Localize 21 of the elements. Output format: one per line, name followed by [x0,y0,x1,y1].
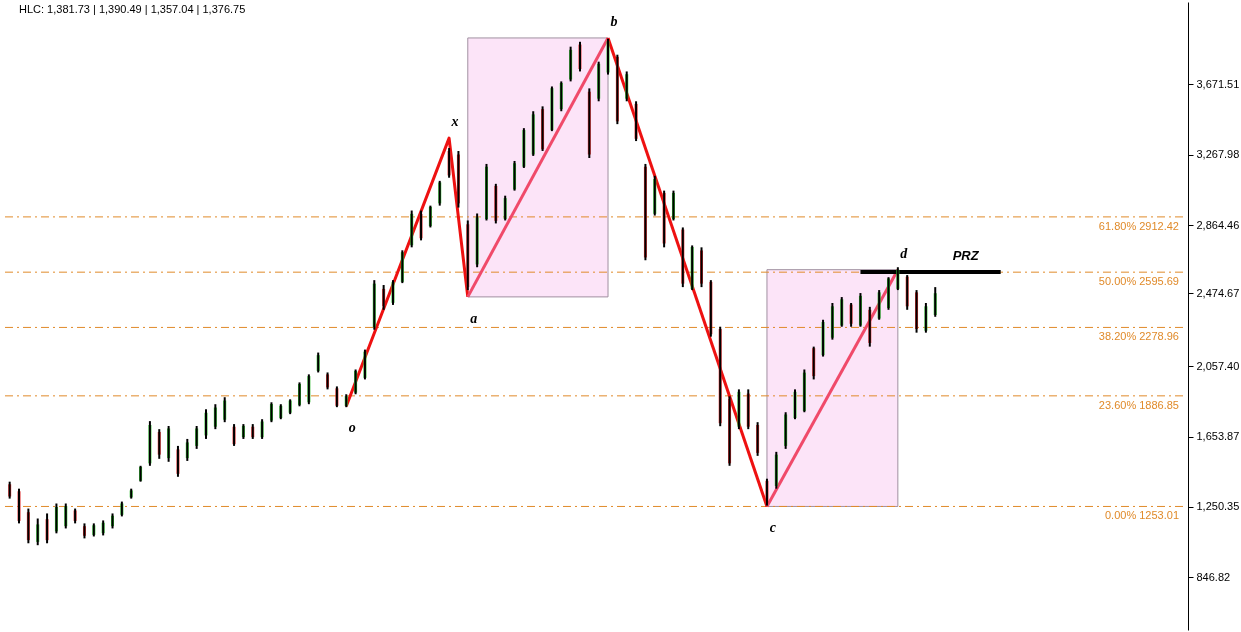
annotation: b [610,13,618,29]
ref-line-label: 0.00% 1253.01 [1104,509,1179,522]
annotation: o [348,420,356,436]
y-tick-label: 1,653.87 [1196,430,1240,443]
series-label: PRZ [952,248,980,264]
y-tick-label: 3,671.51 [1196,77,1240,90]
y-tick-label: 2,474.67 [1196,286,1240,299]
ref-line-label: 38.20% 2278.96 [1098,330,1179,343]
annotation: HLC: 1,381.73 | 1,390.49 | 1,357.04 | 1,376.75 [19,3,246,15]
y-tick-label: 2,864.46 [1196,218,1240,231]
annotation: d [900,245,909,261]
y-tick-label: 846.82 [1196,570,1231,583]
ref-line-label: 50.00% 2595.69 [1098,275,1179,288]
annotation: x [450,114,459,130]
ref-line-label: 61.80% 2912.42 [1098,219,1179,232]
annotation: c [769,520,777,536]
y-tick-label: 1,250.35 [1196,500,1240,513]
ref-line-label: 23.60% 1886.85 [1098,398,1179,411]
y-tick-label: 3,267.98 [1196,148,1240,161]
annotation: a [470,310,478,326]
y-tick-label: 2,057.40 [1196,359,1240,372]
